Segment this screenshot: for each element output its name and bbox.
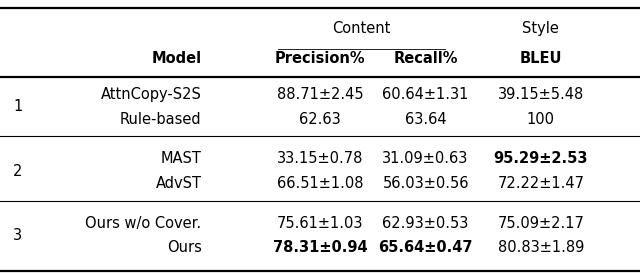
Text: Ours: Ours xyxy=(167,241,202,255)
Text: 3: 3 xyxy=(13,228,22,243)
Text: Rule-based: Rule-based xyxy=(120,112,202,127)
Text: 2: 2 xyxy=(13,164,22,179)
Text: 65.64±0.47: 65.64±0.47 xyxy=(378,241,473,255)
Text: 72.22±1.47: 72.22±1.47 xyxy=(497,176,584,191)
Text: 100: 100 xyxy=(527,112,555,127)
Text: 75.09±2.17: 75.09±2.17 xyxy=(497,216,584,231)
Text: BLEU: BLEU xyxy=(520,52,562,66)
Text: Ours w/o Cover.: Ours w/o Cover. xyxy=(86,216,202,231)
Text: 62.93±0.53: 62.93±0.53 xyxy=(383,216,468,231)
Text: Style: Style xyxy=(522,21,559,36)
Text: 88.71±2.45: 88.71±2.45 xyxy=(276,87,364,102)
Text: 63.64: 63.64 xyxy=(404,112,447,127)
Text: AttnCopy-S2S: AttnCopy-S2S xyxy=(100,87,202,102)
Text: Recall%: Recall% xyxy=(394,52,458,66)
Text: AdvST: AdvST xyxy=(156,176,202,191)
Text: 56.03±0.56: 56.03±0.56 xyxy=(382,176,469,191)
Text: 95.29±2.53: 95.29±2.53 xyxy=(493,152,588,166)
Text: 78.31±0.94: 78.31±0.94 xyxy=(273,241,367,255)
Text: 33.15±0.78: 33.15±0.78 xyxy=(277,152,363,166)
Text: 60.64±1.31: 60.64±1.31 xyxy=(383,87,468,102)
Text: 75.61±1.03: 75.61±1.03 xyxy=(276,216,364,231)
Text: 66.51±1.08: 66.51±1.08 xyxy=(276,176,364,191)
Text: MAST: MAST xyxy=(161,152,202,166)
Text: 1: 1 xyxy=(13,99,22,114)
Text: Content: Content xyxy=(332,21,391,36)
Text: 80.83±1.89: 80.83±1.89 xyxy=(498,241,584,255)
Text: 31.09±0.63: 31.09±0.63 xyxy=(383,152,468,166)
Text: 39.15±5.48: 39.15±5.48 xyxy=(498,87,584,102)
Text: Precision%: Precision% xyxy=(275,52,365,66)
Text: Model: Model xyxy=(152,52,202,66)
Text: 62.63: 62.63 xyxy=(299,112,341,127)
